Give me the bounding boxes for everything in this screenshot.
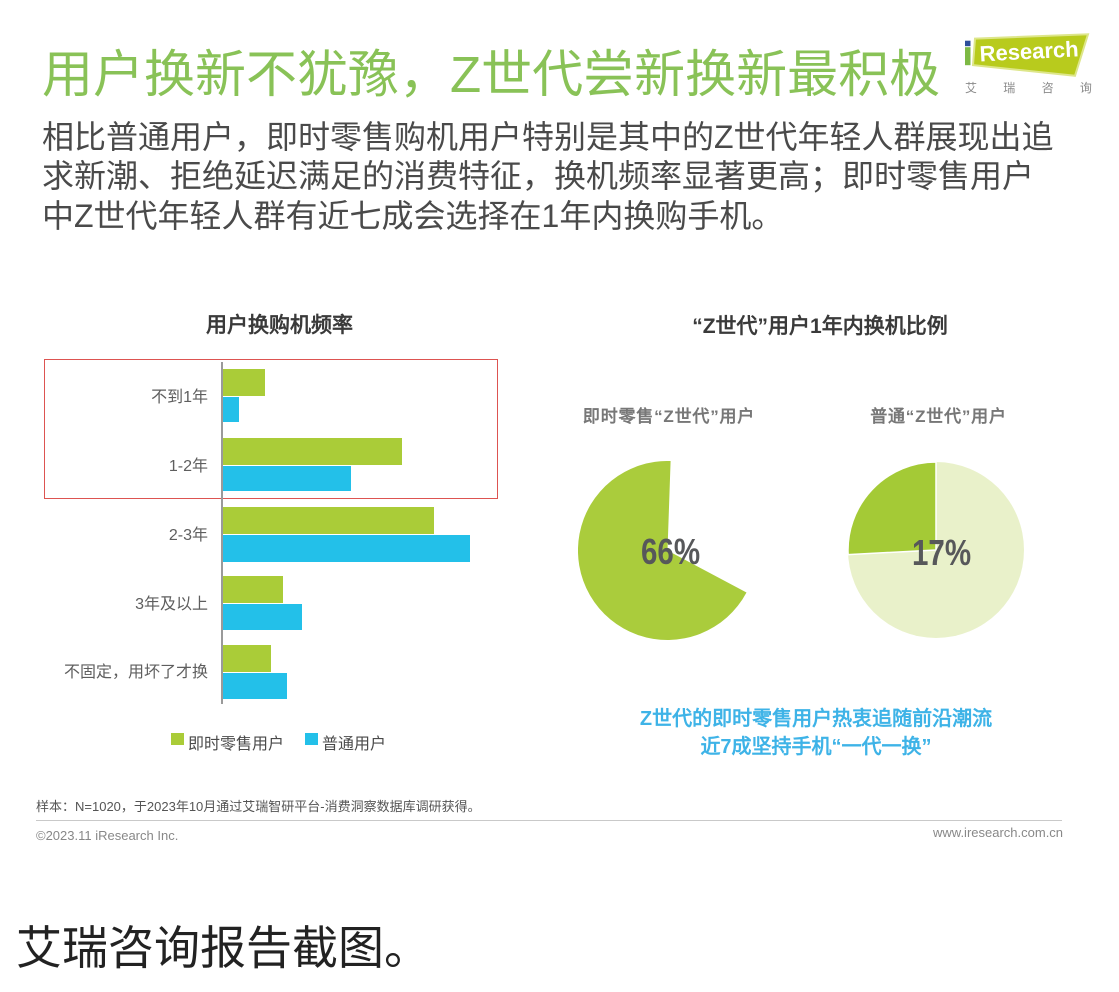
svg-text:Research: Research (979, 36, 1079, 66)
